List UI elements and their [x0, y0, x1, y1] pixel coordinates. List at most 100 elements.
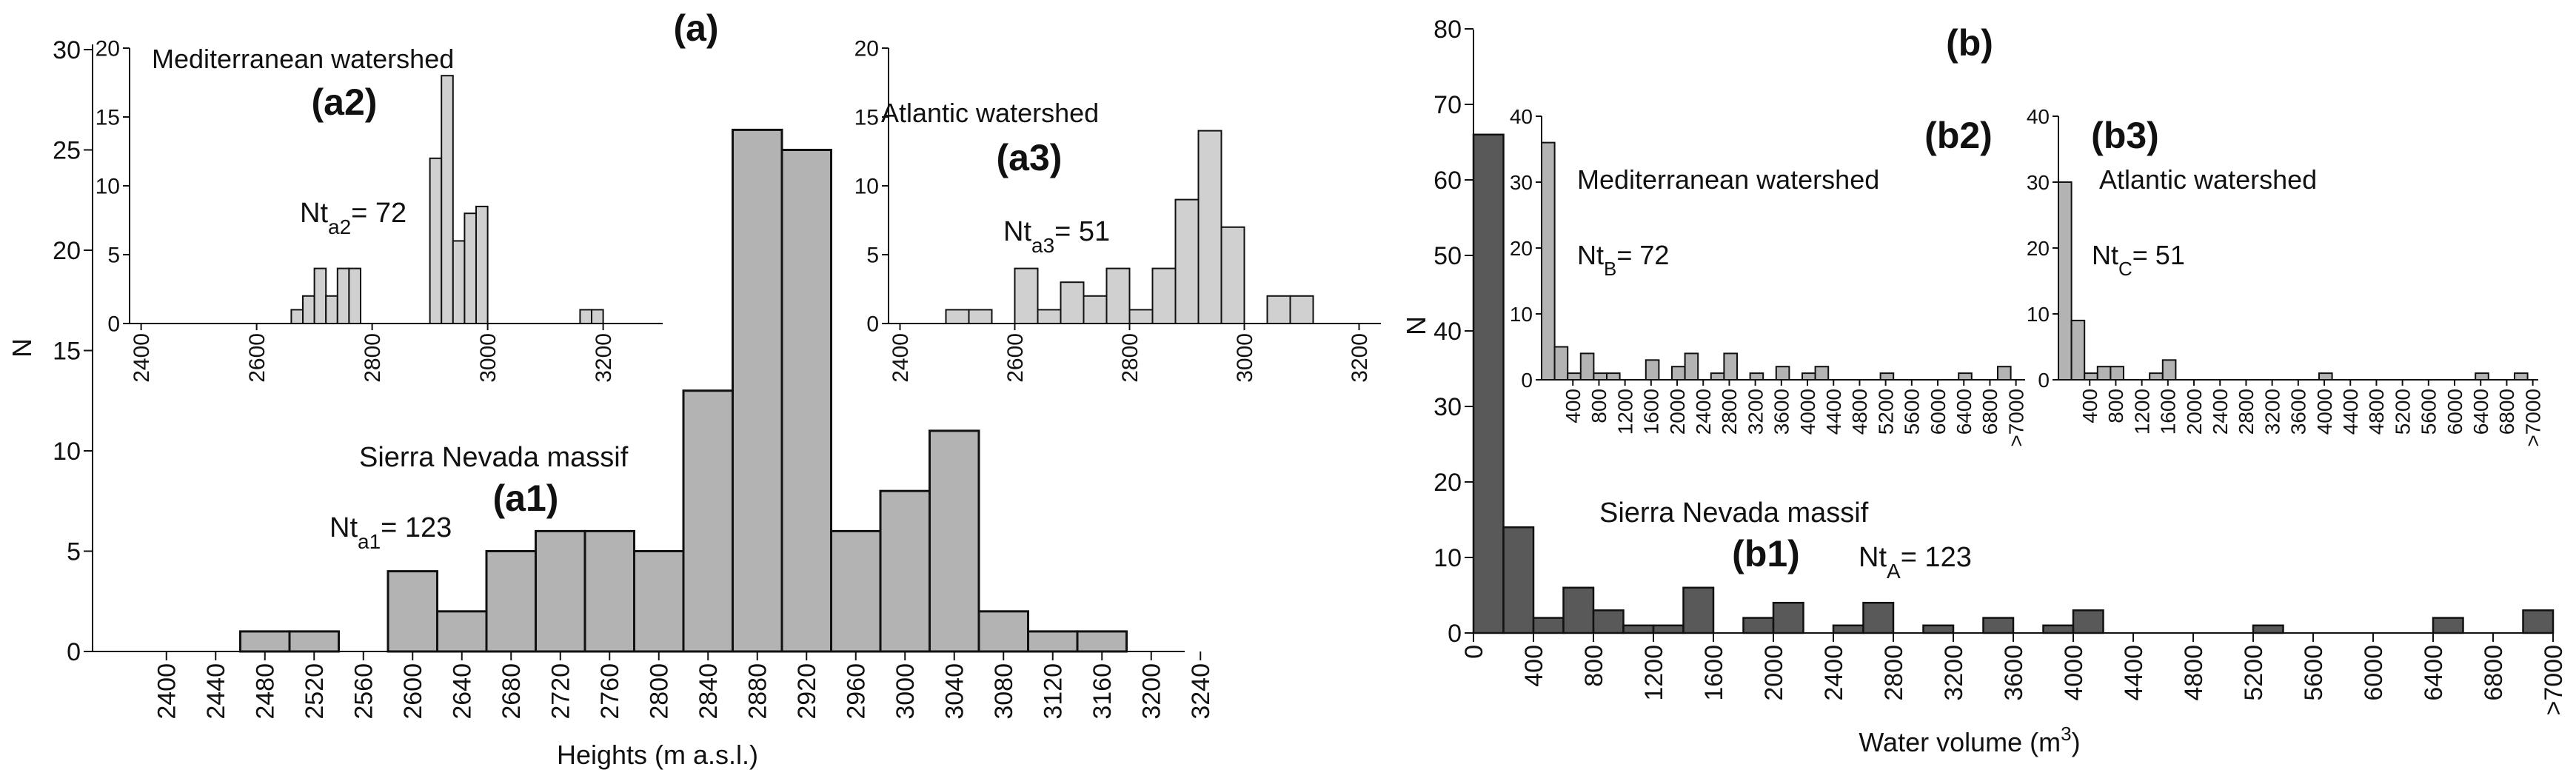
y-tick-label: 5: [67, 537, 81, 566]
y-tick-label: 20: [53, 237, 81, 265]
y-tick-label: 70: [1433, 91, 1462, 119]
title-a1: Sierra Nevada massif: [359, 442, 629, 473]
y-tick-label: 50: [1433, 242, 1462, 270]
bar: [1197, 130, 1222, 324]
x-tick-label: 3200: [1940, 645, 1968, 701]
bar: [1266, 295, 1291, 324]
bar: [2070, 319, 2086, 381]
bar: [968, 309, 993, 324]
bar: [591, 309, 604, 324]
bar: [325, 295, 338, 324]
x-tick-label: 6800: [1978, 389, 2001, 435]
y-tick-label: 20: [2027, 237, 2050, 260]
y-tick-label: 20: [1433, 469, 1462, 497]
x-tick-label: 2680: [498, 663, 526, 720]
bar: [1579, 352, 1595, 381]
x-tick-label: 2400: [130, 333, 154, 383]
bar: [2149, 372, 2164, 381]
y-tick-label: 0: [2038, 369, 2050, 392]
chart-a: 0 5 10 15 20 25 30 2400 2440 2480 2520 2560 2600 2640…: [53, 36, 1215, 720]
x-tick-label: 800: [1580, 645, 1608, 687]
x-tick-label: 800: [2104, 389, 2127, 423]
y-axis-label-a: N: [7, 338, 37, 358]
bar: [302, 295, 315, 324]
x-tick-label: 2800: [1718, 389, 1741, 435]
bar: [2110, 366, 2124, 381]
y-tick-label: 20: [1510, 237, 1533, 260]
bar: [1684, 352, 1699, 381]
x-tick-label: 3080: [990, 663, 1018, 720]
x-tick-label: 2800: [1118, 333, 1143, 383]
y-tick-label: 0: [1448, 620, 1462, 648]
x-tick-label: 2480: [252, 663, 280, 720]
bar: [1174, 198, 1200, 324]
bar: [1749, 372, 1764, 381]
bar: [1472, 133, 1505, 634]
x-tick-label: 1600: [1700, 645, 1728, 701]
x-tick-label: 400: [1562, 389, 1585, 423]
bar: [633, 550, 685, 653]
y-tick-label: 10: [96, 175, 120, 199]
bar: [1742, 617, 1775, 634]
bar: [475, 205, 489, 324]
x-tick-label: 1200: [1613, 389, 1636, 435]
title-b1: Sierra Nevada massif: [1599, 497, 1869, 529]
bar: [1592, 609, 1625, 634]
x-tick-label: 4400: [2120, 645, 2148, 701]
x-tick-label: 4400: [2339, 389, 2362, 435]
x-tick-label: 2400: [1820, 645, 1848, 701]
y-tick-label: 60: [1433, 167, 1462, 195]
x-tick-label: 4400: [1822, 389, 1845, 435]
bar: [682, 389, 734, 653]
y-tick-label: 0: [1521, 369, 1533, 392]
x-tick-label: 3240: [1187, 663, 1215, 720]
x-tick-label: 1200: [2130, 389, 2153, 435]
x-tick-label: 2600: [245, 333, 270, 383]
bar: [1014, 267, 1039, 325]
bar: [732, 128, 783, 653]
bar: [579, 309, 593, 324]
bar: [2072, 609, 2104, 634]
x-tick-label: 2960: [843, 663, 871, 720]
x-tick-label: 6400: [2420, 645, 2448, 701]
bar: [977, 610, 1029, 653]
bar: [387, 570, 438, 653]
y-tick-label: 5: [866, 244, 879, 268]
x-tick-label: 400: [2078, 389, 2101, 423]
bar: [929, 429, 980, 653]
bar: [1037, 309, 1062, 324]
bar: [1772, 601, 1804, 634]
bar: [2252, 624, 2284, 634]
x-tick-label: 2720: [547, 663, 575, 720]
bar: [1541, 141, 1556, 381]
bar: [1622, 624, 1655, 634]
bar: [1076, 630, 1128, 653]
total-b1: NtA= 123: [1859, 542, 1972, 583]
x-tick-label: 5200: [2240, 645, 2268, 701]
sublabel-b1: (b1): [1732, 533, 1800, 574]
sublabel-a1: (a1): [493, 478, 559, 519]
x-tick-label: 5600: [2418, 389, 2440, 435]
total-a2: Nta2= 72: [300, 198, 407, 238]
y-tick-label: 15: [96, 106, 120, 130]
bar: [1105, 267, 1131, 325]
bar: [879, 489, 931, 653]
bar: [2084, 372, 2098, 381]
x-tick-label: 3040: [941, 663, 969, 720]
y-tick-label: 40: [2027, 105, 2050, 128]
bar: [485, 550, 537, 653]
bar: [1502, 526, 1535, 634]
x-tick-label: 3000: [476, 333, 501, 383]
x-tick-label: 1600: [2157, 389, 2180, 435]
x-tick-label: 6000: [2360, 645, 2388, 701]
x-tick-label: 2000: [1760, 645, 1788, 701]
sublabel-a2: (a2): [312, 81, 378, 123]
bar: [1982, 617, 2015, 634]
bar: [1682, 586, 1715, 634]
y-tick-label: 10: [854, 175, 879, 199]
chart-b3: 0 10 20 30 40 400 800 1200 1600 2000 2400 2800 3200 3…: [2027, 105, 2545, 447]
x-tick-label: 2840: [695, 663, 723, 720]
bar: [1671, 366, 1686, 381]
x-tick-label: 2800: [1880, 645, 1908, 701]
